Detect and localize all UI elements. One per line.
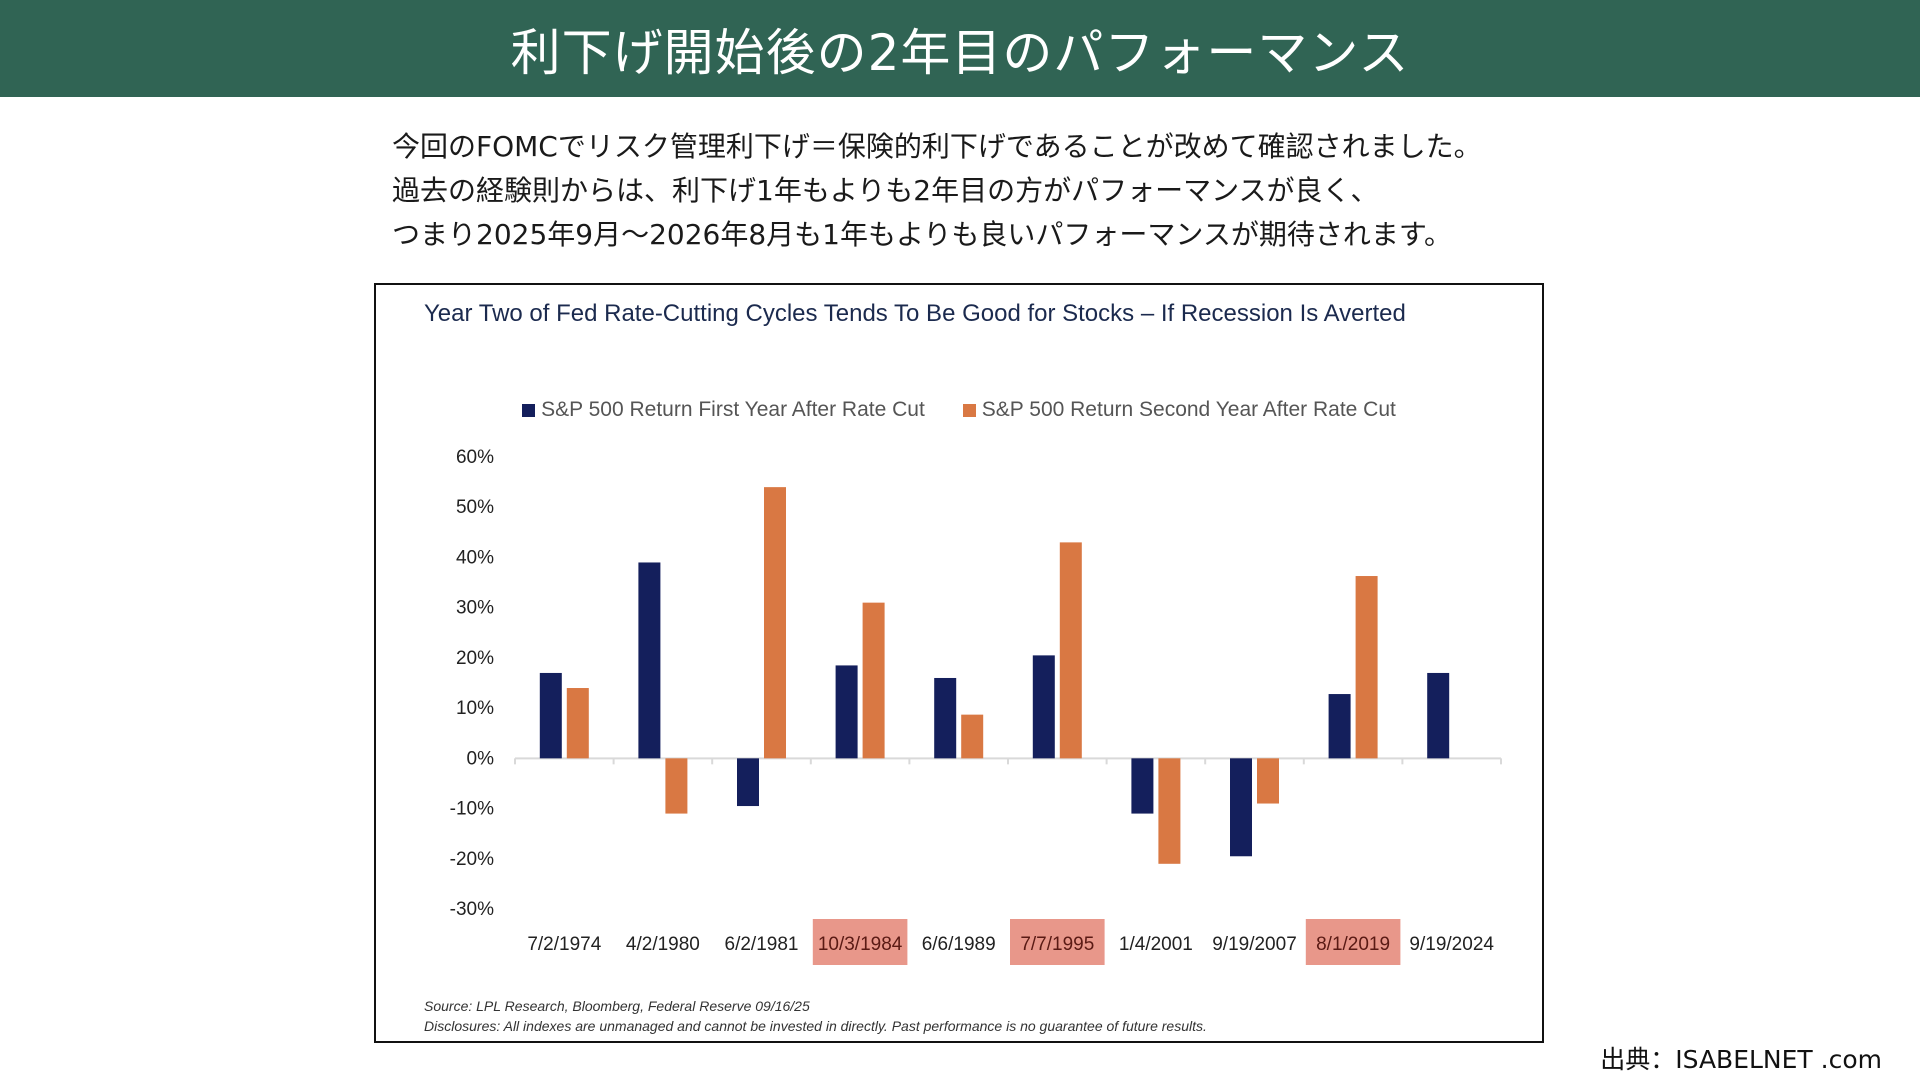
legend-swatch-second-year bbox=[962, 403, 976, 417]
y-tick-label: 60% bbox=[456, 447, 494, 468]
y-tick-label: 30% bbox=[456, 598, 494, 619]
bar-first-year bbox=[1131, 758, 1154, 814]
bar-second-year bbox=[764, 487, 786, 759]
y-tick-label: 40% bbox=[456, 547, 494, 568]
bar-second-year bbox=[665, 758, 688, 814]
chart-source: Source: LPL Research, Bloomberg, Federal… bbox=[424, 998, 810, 1014]
bar-first-year bbox=[1328, 694, 1351, 759]
bar-first-year bbox=[934, 677, 957, 759]
chart-disclosure: Disclosures: All indexes are unmanaged a… bbox=[424, 1018, 1207, 1034]
y-tick-label: -30% bbox=[450, 899, 494, 920]
bar-first-year bbox=[1427, 672, 1450, 759]
legend-label: S&P 500 Return First Year After Rate Cut bbox=[541, 398, 925, 421]
intro-text: 今回のFOMCでリスク管理利下げ＝保険的利下げであることが改めて確認されました。… bbox=[392, 125, 1592, 257]
bar-second-year bbox=[1158, 758, 1181, 864]
intro-line: つまり2025年9月～2026年8月も1年もよりも良いパフォーマンスが期待されま… bbox=[392, 218, 1453, 251]
intro-line: 過去の経験則からは、利下げ1年もよりも2年目の方がパフォーマンスが良く、 bbox=[392, 174, 1379, 207]
y-tick-label: -10% bbox=[450, 799, 494, 820]
bar-second-year bbox=[1257, 758, 1279, 804]
bar-chart-plot: 60% 50% 40% 30% 20% 10% 0% -10% -20% -30% 7/2/1974… bbox=[450, 447, 1502, 965]
source-credit: 出典：ISABELNET .com bbox=[1600, 1045, 1882, 1074]
page-header: 利下げ開始後の2年目のパフォーマンス bbox=[0, 0, 1920, 97]
x-tick-label: 9/19/2024 bbox=[1409, 934, 1494, 955]
x-tick-label: 1/4/2001 bbox=[1119, 934, 1193, 955]
legend-item-second-year: S&P 500 Return Second Year After Rate Cu… bbox=[962, 398, 1396, 422]
x-tick-label: 10/3/1984 bbox=[818, 934, 903, 955]
y-tick-label: 10% bbox=[456, 698, 494, 719]
legend-item-first-year: S&P 500 Return First Year After Rate Cut bbox=[522, 398, 925, 422]
legend-label: S&P 500 Return Second Year After Rate Cu… bbox=[981, 398, 1396, 421]
x-tick-label: 4/2/1980 bbox=[626, 934, 700, 955]
intro-line: 今回のFOMCでリスク管理利下げ＝保険的利下げであることが改めて確認されました。 bbox=[392, 130, 1482, 163]
legend-swatch-first-year bbox=[522, 403, 536, 417]
x-tick-label: 7/7/1995 bbox=[1020, 934, 1094, 955]
x-tick-label: 6/6/1989 bbox=[922, 934, 996, 955]
bar-second-year bbox=[566, 688, 589, 759]
y-tick-label: 20% bbox=[456, 648, 494, 669]
bar-first-year bbox=[638, 562, 661, 759]
chart-container: Year Two of Fed Rate-Cutting Cycles Tend… bbox=[374, 283, 1544, 1043]
bar-first-year bbox=[737, 758, 759, 807]
bar-first-year bbox=[1032, 655, 1055, 759]
page-title: 利下げ開始後の2年目のパフォーマンス bbox=[510, 23, 1410, 82]
y-tick-label: 50% bbox=[456, 497, 494, 518]
y-tick-label: 0% bbox=[467, 748, 495, 769]
y-tick-label: -20% bbox=[450, 849, 494, 870]
x-tick-label: 8/1/2019 bbox=[1316, 934, 1390, 955]
bar-first-year bbox=[1230, 758, 1252, 857]
x-tick-label: 6/2/1981 bbox=[725, 934, 799, 955]
bar-second-year bbox=[1355, 576, 1378, 759]
x-tick-label: 7/2/1974 bbox=[527, 934, 601, 955]
x-tick-label: 9/19/2007 bbox=[1212, 934, 1297, 955]
chart-legend: S&P 500 Return First Year After Rate Cut… bbox=[376, 398, 1542, 422]
bar-second-year bbox=[961, 714, 984, 759]
bar-second-year bbox=[862, 602, 885, 759]
bar-first-year bbox=[835, 665, 858, 759]
category-highlight bbox=[1010, 919, 1105, 965]
category-highlight bbox=[812, 919, 908, 965]
bar-first-year bbox=[539, 672, 562, 759]
chart-title: Year Two of Fed Rate-Cutting Cycles Tend… bbox=[424, 300, 1406, 327]
bar-second-year bbox=[1059, 542, 1082, 759]
category-highlight bbox=[1305, 919, 1401, 965]
